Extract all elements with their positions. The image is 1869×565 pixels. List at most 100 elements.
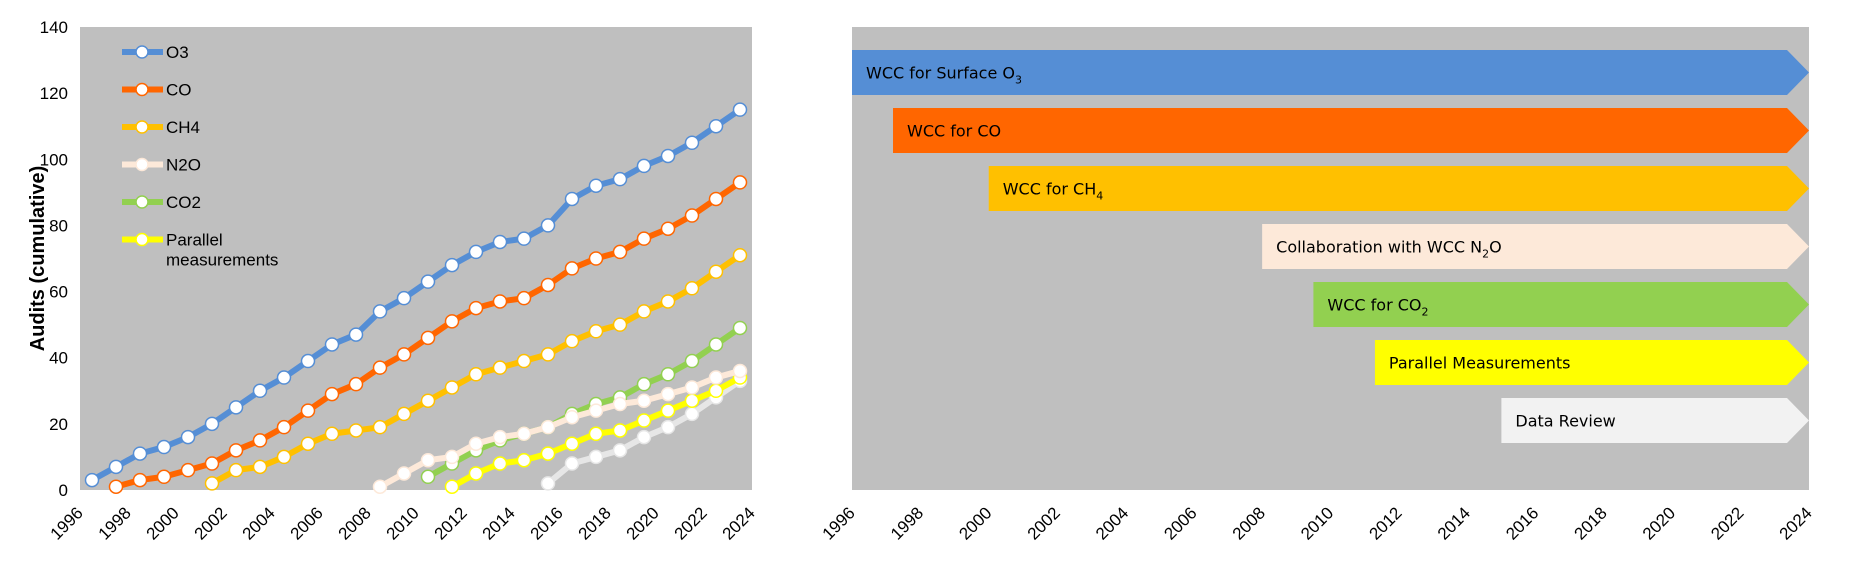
data-point (444, 314, 460, 329)
data-point (180, 429, 196, 445)
data-point (540, 218, 556, 233)
x-tick-label: 1998 (95, 503, 135, 543)
data-point (732, 247, 748, 263)
data-point (612, 244, 628, 260)
data-point (204, 476, 220, 491)
data-point (540, 419, 556, 435)
data-point (348, 376, 364, 392)
x-tick-label: 2006 (287, 503, 327, 543)
data-point (132, 472, 148, 488)
data-point (612, 396, 628, 412)
data-point (708, 264, 724, 279)
data-point (444, 449, 460, 465)
data-point (540, 446, 556, 461)
label-text: Collaboration with WCC N (1276, 238, 1482, 257)
data-point (636, 304, 652, 319)
label-text: WCC for CO (1327, 296, 1421, 315)
data-point (636, 413, 652, 428)
x-tick-label: 2016 (1502, 503, 1542, 543)
x-tick-label: 1996 (819, 503, 859, 543)
timeline-arrow (988, 166, 1809, 211)
timeline-bar: WCC for Surface O3 (852, 50, 1809, 95)
data-point (228, 443, 244, 458)
data-point (372, 304, 388, 319)
data-point (660, 294, 676, 309)
data-point (84, 472, 100, 488)
legend-label: CO2 (166, 193, 201, 212)
data-point (636, 231, 652, 246)
legend-marker (135, 195, 149, 209)
data-point (636, 158, 652, 174)
data-point (396, 406, 412, 422)
plot-area-left (80, 27, 752, 490)
data-point (492, 294, 508, 309)
x-tick-label: 2000 (143, 503, 183, 543)
data-point (468, 300, 484, 316)
data-point (564, 333, 580, 349)
data-point (588, 251, 604, 266)
data-point (708, 191, 724, 207)
legend-marker (135, 232, 149, 247)
timeline-label: WCC for CO2 (1327, 296, 1428, 319)
data-point (180, 462, 196, 478)
data-point (684, 208, 700, 223)
data-point (348, 423, 364, 438)
x-tick-label: 2020 (1639, 503, 1679, 543)
legend-item: O3 (122, 43, 189, 62)
timeline-label: WCC for CO (907, 122, 1001, 141)
data-point (420, 330, 436, 346)
x-tick-label: 2018 (1571, 503, 1611, 543)
data-point (420, 274, 436, 289)
timeline-label: WCC for CH4 (1003, 180, 1104, 203)
data-point (276, 370, 292, 385)
legend-label: Parallel measurements (166, 231, 278, 270)
data-point (420, 393, 436, 408)
legend-marker (135, 120, 149, 134)
data-point (396, 466, 412, 481)
data-point (468, 466, 484, 481)
data-point (660, 221, 676, 236)
x-tick-label: 2000 (955, 503, 995, 543)
data-point (612, 317, 628, 332)
data-point (444, 479, 460, 494)
data-point (492, 360, 508, 375)
timeline-bar: Collaboration with WCC N2O (1262, 224, 1809, 269)
data-point (228, 400, 244, 415)
data-point (684, 406, 700, 422)
data-point (468, 436, 484, 451)
legend-item: CH4 (122, 118, 200, 137)
data-point (204, 456, 220, 471)
legend: O3 CO CH4 N2O CO2 Parallel measurements (122, 43, 278, 270)
legend-item: Parallel measurements (122, 231, 278, 270)
x-tick-label: 1996 (47, 503, 87, 543)
timeline-bar: WCC for CO (893, 108, 1809, 153)
data-point (540, 476, 556, 491)
legend-marker (135, 82, 149, 97)
series-line (378, 368, 741, 490)
legend-item: CO (122, 81, 192, 100)
data-point (564, 261, 580, 276)
data-point (732, 363, 748, 379)
y-tick-label: 120 (40, 84, 68, 103)
y-tick-label: 60 (49, 283, 68, 302)
label-subscript: 2 (1422, 306, 1429, 319)
timeline-label: Parallel Measurements (1389, 354, 1571, 373)
data-point (660, 403, 676, 418)
data-point (492, 429, 508, 445)
data-point (612, 171, 628, 187)
label-subscript: 3 (1015, 74, 1022, 87)
data-point (252, 433, 268, 448)
data-point (276, 449, 292, 465)
x-tick-label: 2010 (383, 503, 423, 543)
data-point (732, 175, 748, 190)
label-subscript: 2 (1482, 248, 1489, 261)
data-point (684, 393, 700, 408)
legend-label: O3 (166, 43, 189, 62)
data-point (108, 459, 124, 475)
timeline-bar: WCC for CH4 (988, 166, 1809, 211)
data-point (252, 459, 268, 475)
x-tick-label: 2012 (431, 503, 471, 543)
data-point (636, 393, 652, 408)
data-point (108, 479, 124, 494)
legend-label: CH4 (166, 118, 200, 137)
